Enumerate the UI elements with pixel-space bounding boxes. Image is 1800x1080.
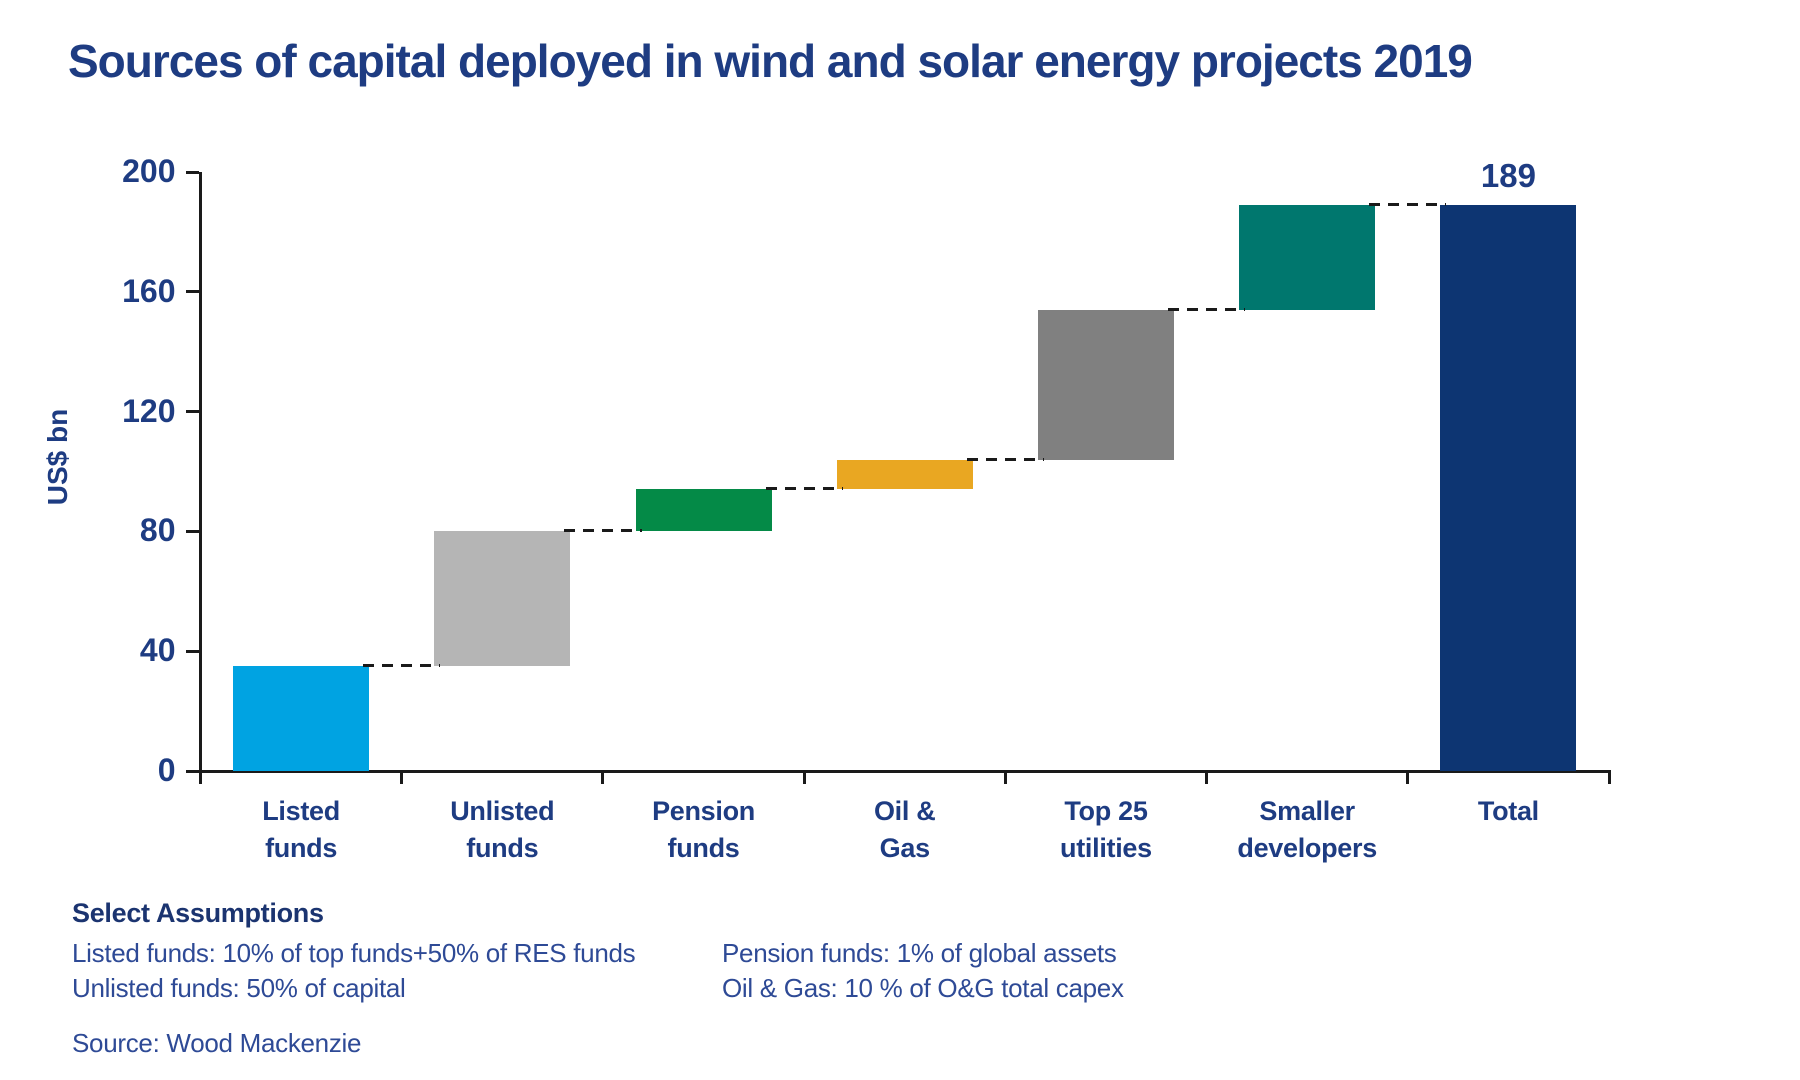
source-attribution: Source: Wood Mackenzie	[72, 1028, 362, 1058]
y-tick-label: 160	[122, 272, 176, 309]
x-category-label-line: developers	[1237, 833, 1377, 863]
y-axis-tick	[186, 290, 199, 294]
bar-total	[1440, 204, 1577, 771]
x-category-label-smaller-developers: Smaller developers	[1207, 793, 1408, 867]
x-category-label-line: Pension	[652, 796, 755, 826]
x-category-label-listed-funds: Listed funds	[201, 793, 402, 867]
bar-top-25-utilities	[1037, 309, 1174, 460]
x-category-label-line: Oil &	[873, 796, 936, 826]
x-category-label-unlisted-funds: Unlisted funds	[402, 793, 603, 867]
x-category-label-line: Unlisted	[450, 796, 555, 826]
x-category-label-line: Smaller	[1259, 796, 1355, 826]
x-category-label-top-25-utilities: Top 25 utilities	[1005, 793, 1206, 867]
x-category-label-line: Gas	[879, 833, 930, 863]
assumption-unlisted-funds: Unlisted funds: 50% of capital	[72, 973, 406, 1003]
x-axis-tick	[400, 771, 404, 784]
dashed-connector	[1369, 202, 1447, 206]
bar-pension-funds	[635, 489, 772, 532]
x-axis-tick	[1003, 771, 1007, 784]
x-category-label-oil-and-gas: Oil & Gas	[804, 793, 1005, 867]
assumption-pension-funds: Pension funds: 1% of global assets	[722, 938, 1117, 968]
x-axis-line	[199, 769, 1611, 773]
y-axis-tick	[186, 649, 199, 653]
x-category-label-line: utilities	[1060, 833, 1152, 863]
y-axis-tick	[186, 529, 199, 533]
x-category-label-line: Top 25	[1064, 796, 1148, 826]
assumption-oil-gas: Oil & Gas: 10 % of O&G total capex	[722, 973, 1124, 1003]
dashed-connector	[966, 457, 1044, 461]
dashed-connector	[363, 664, 441, 668]
x-category-label-total: Total	[1408, 793, 1609, 830]
x-category-label-pension-funds: Pension funds	[603, 793, 804, 867]
assumptions-heading: Select Assumptions	[72, 898, 324, 928]
y-tick-label: 40	[139, 632, 176, 669]
bar-smaller-developers	[1239, 204, 1376, 310]
x-axis-tick	[199, 771, 202, 784]
y-axis-line	[199, 172, 202, 773]
dashed-connector	[765, 487, 843, 491]
dashed-connector	[564, 529, 642, 533]
x-axis-tick	[1607, 771, 1611, 784]
bar-unlisted-funds	[434, 531, 571, 667]
dashed-connector	[1167, 307, 1246, 311]
y-tick-label: 0	[157, 752, 176, 788]
x-axis-tick	[601, 771, 605, 784]
bar-listed-funds	[233, 666, 370, 771]
y-tick-label: 200	[122, 153, 176, 189]
x-axis-tick	[1205, 771, 1209, 784]
assumption-listed-funds: Listed funds: 10% of top funds+50% of RE…	[72, 938, 636, 968]
x-axis-tick	[1406, 771, 1410, 784]
chart-title: Sources of capital deployed in wind and …	[68, 35, 1473, 87]
y-axis-tick	[186, 769, 199, 773]
x-category-label-line: Total	[1477, 796, 1539, 826]
bar-oil-and-gas	[836, 459, 973, 490]
x-category-label-line: Listed	[262, 796, 340, 826]
x-category-label-line: funds	[265, 833, 338, 863]
x-axis-tick	[802, 771, 806, 784]
x-category-label-line: funds	[466, 833, 539, 863]
y-tick-label: 80	[139, 512, 176, 549]
y-axis-tick	[186, 410, 199, 414]
y-tick-label: 120	[122, 392, 176, 429]
total-value-label: 189	[1480, 156, 1536, 194]
x-category-label-line: funds	[667, 833, 740, 863]
y-axis-tick	[186, 170, 199, 174]
